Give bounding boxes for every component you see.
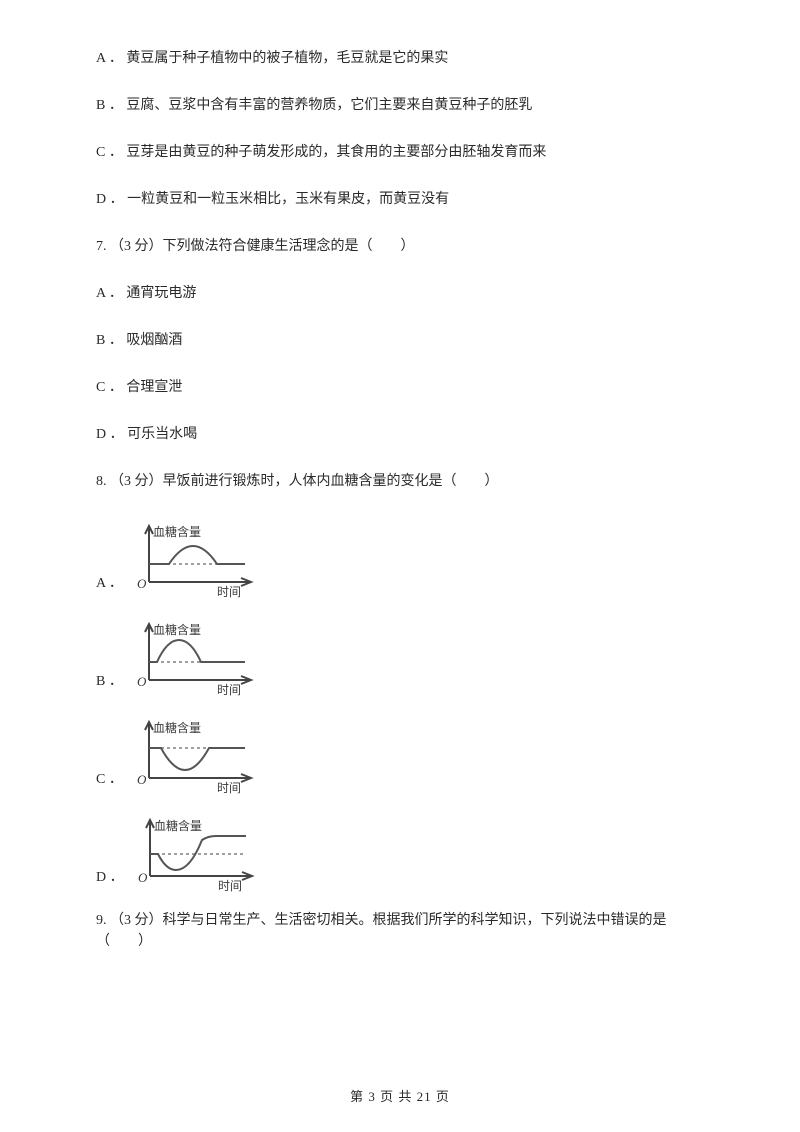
chart-b-origin: O <box>137 674 147 689</box>
chart-b-xlabel: 时间 <box>217 683 241 696</box>
chart-c: 血糖含量 时间 O <box>131 714 259 794</box>
chart-b: 血糖含量 时间 O <box>131 616 259 696</box>
q7-option-d: D ． 可乐当水喝 <box>96 424 704 445</box>
q7-option-b: B ． 吸烟酗酒 <box>96 330 704 351</box>
chart-c-origin: O <box>137 772 147 787</box>
q6-option-a: A ． 黄豆属于种子植物中的被子植物，毛豆就是它的果实 <box>96 48 704 69</box>
q7-option-a: A ． 通宵玩电游 <box>96 283 704 304</box>
chart-a-ylabel: 血糖含量 <box>153 524 201 539</box>
q8-option-b-label: B ． <box>96 671 123 696</box>
q8-option-a-row: A ． 血糖含量 时间 O <box>96 518 704 598</box>
q9-text: 9. （3 分）科学与日常生产、生活密切相关。根据我们所学的科学知识，下列说法中… <box>96 910 704 952</box>
q6-option-b: B ． 豆腐、豆浆中含有丰富的营养物质，它们主要来自黄豆种子的胚乳 <box>96 95 704 116</box>
chart-a: 血糖含量 时间 O <box>131 518 259 598</box>
q8-option-d-row: D ． 血糖含量 时间 O <box>96 812 704 892</box>
q8-option-c-row: C ． 血糖含量 时间 O <box>96 714 704 794</box>
chart-c-xlabel: 时间 <box>217 781 241 794</box>
q8-option-b-row: B ． 血糖含量 时间 O <box>96 616 704 696</box>
q8-option-d-label: D ． <box>96 867 124 892</box>
chart-d-origin: O <box>138 870 148 885</box>
q7-option-c: C ． 合理宣泄 <box>96 377 704 398</box>
exam-page: A ． 黄豆属于种子植物中的被子植物，毛豆就是它的果实 B ． 豆腐、豆浆中含有… <box>0 0 800 1132</box>
q8-option-a-label: A ． <box>96 573 123 598</box>
q8-text: 8. （3 分）早饭前进行锻炼时，人体内血糖含量的变化是（ ） <box>96 471 704 492</box>
chart-a-origin: O <box>137 576 147 591</box>
page-footer: 第 3 页 共 21 页 <box>0 1087 800 1107</box>
q8-option-c-label: C ． <box>96 769 123 794</box>
q6-option-c: C ． 豆芽是由黄豆的种子萌发形成的，其食用的主要部分由胚轴发育而来 <box>96 142 704 163</box>
chart-b-ylabel: 血糖含量 <box>153 622 201 637</box>
chart-d: 血糖含量 时间 O <box>132 812 260 892</box>
chart-a-xlabel: 时间 <box>217 585 241 598</box>
chart-d-xlabel: 时间 <box>218 879 242 892</box>
q6-option-d: D ． 一粒黄豆和一粒玉米相比，玉米有果皮，而黄豆没有 <box>96 189 704 210</box>
chart-c-ylabel: 血糖含量 <box>153 720 201 735</box>
q7-text: 7. （3 分）下列做法符合健康生活理念的是（ ） <box>96 236 704 257</box>
chart-d-ylabel: 血糖含量 <box>154 818 202 833</box>
